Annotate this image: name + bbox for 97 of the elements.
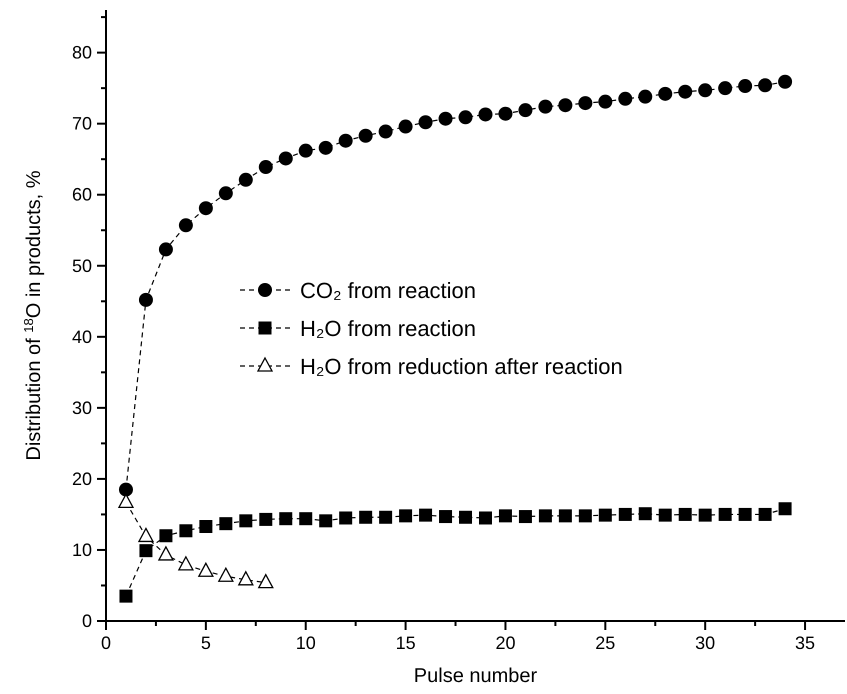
point [518,510,532,524]
point [299,512,312,526]
point [658,508,672,522]
point [478,107,492,122]
point [359,510,372,524]
point [399,509,412,522]
point [119,590,132,603]
point [439,510,452,524]
point [758,78,772,92]
point [419,508,432,522]
point [138,528,154,542]
point [778,502,792,516]
y-tick-label: 40 [72,326,92,347]
point [259,512,272,526]
x-tick-label: 0 [100,633,112,653]
point [538,509,552,522]
y-tick-label: 0 [82,611,92,631]
y-tick-label: 70 [72,114,92,134]
point [158,546,174,561]
point [319,514,332,528]
point [718,81,732,96]
point [418,115,433,130]
x-tick-label: 15 [396,633,416,653]
x-tick-label: 30 [695,633,716,653]
point [179,524,192,538]
legend-label: H₂O from reduction after reaction [300,354,623,379]
x-tick-label: 5 [200,633,211,653]
point [178,218,193,232]
x-tick-label: 25 [595,633,616,653]
y-tick-label: 50 [72,256,92,276]
point [638,90,652,104]
point [698,83,712,98]
point [618,92,632,106]
point [758,508,772,521]
point [678,84,692,99]
point [558,98,572,112]
point [238,172,253,187]
y-tick-label: 20 [72,468,92,489]
point [258,574,274,588]
point [219,517,232,530]
point [379,510,392,524]
point [378,124,393,138]
point [478,511,492,524]
point [338,134,353,148]
point [658,86,672,101]
point [718,508,732,521]
point [118,494,134,508]
x-tick-label: 10 [296,633,316,653]
point [198,562,214,577]
point [578,96,592,110]
x-axis-title: Pulse number [414,665,538,687]
point [318,140,333,155]
x-tick-label: 20 [495,633,516,653]
legend-label: CO₂ from reaction [300,278,476,303]
point [159,529,172,542]
point [339,511,352,524]
point [118,482,133,497]
point [638,507,652,520]
point [238,571,254,586]
y-tick-label: 80 [72,42,92,63]
legend-label: H₂O from reaction [300,316,476,341]
point [498,509,512,522]
point [398,120,413,134]
x-tick-label: 35 [795,633,816,653]
point [678,508,692,521]
y-tick-label: 10 [72,540,92,560]
point [558,509,572,522]
point [738,79,752,94]
point [178,556,194,571]
point [618,508,632,521]
point [218,186,233,200]
point [218,568,234,582]
point [138,292,153,307]
point [458,110,473,124]
point [298,144,313,158]
point [598,508,612,522]
point [778,74,792,89]
point [199,520,212,534]
point [578,509,592,522]
point [518,103,532,118]
point [538,100,552,114]
point [279,512,292,526]
y-tick-label: 30 [72,398,92,418]
point [239,514,252,528]
y-tick-label: 60 [72,184,92,205]
point [278,151,293,166]
point [258,160,273,174]
point [438,112,453,126]
point [738,508,752,521]
point [598,94,612,109]
point [139,544,152,558]
point [158,242,173,256]
point [198,201,213,216]
point [698,508,712,522]
point [358,128,373,143]
point [459,510,472,524]
point [498,106,512,121]
